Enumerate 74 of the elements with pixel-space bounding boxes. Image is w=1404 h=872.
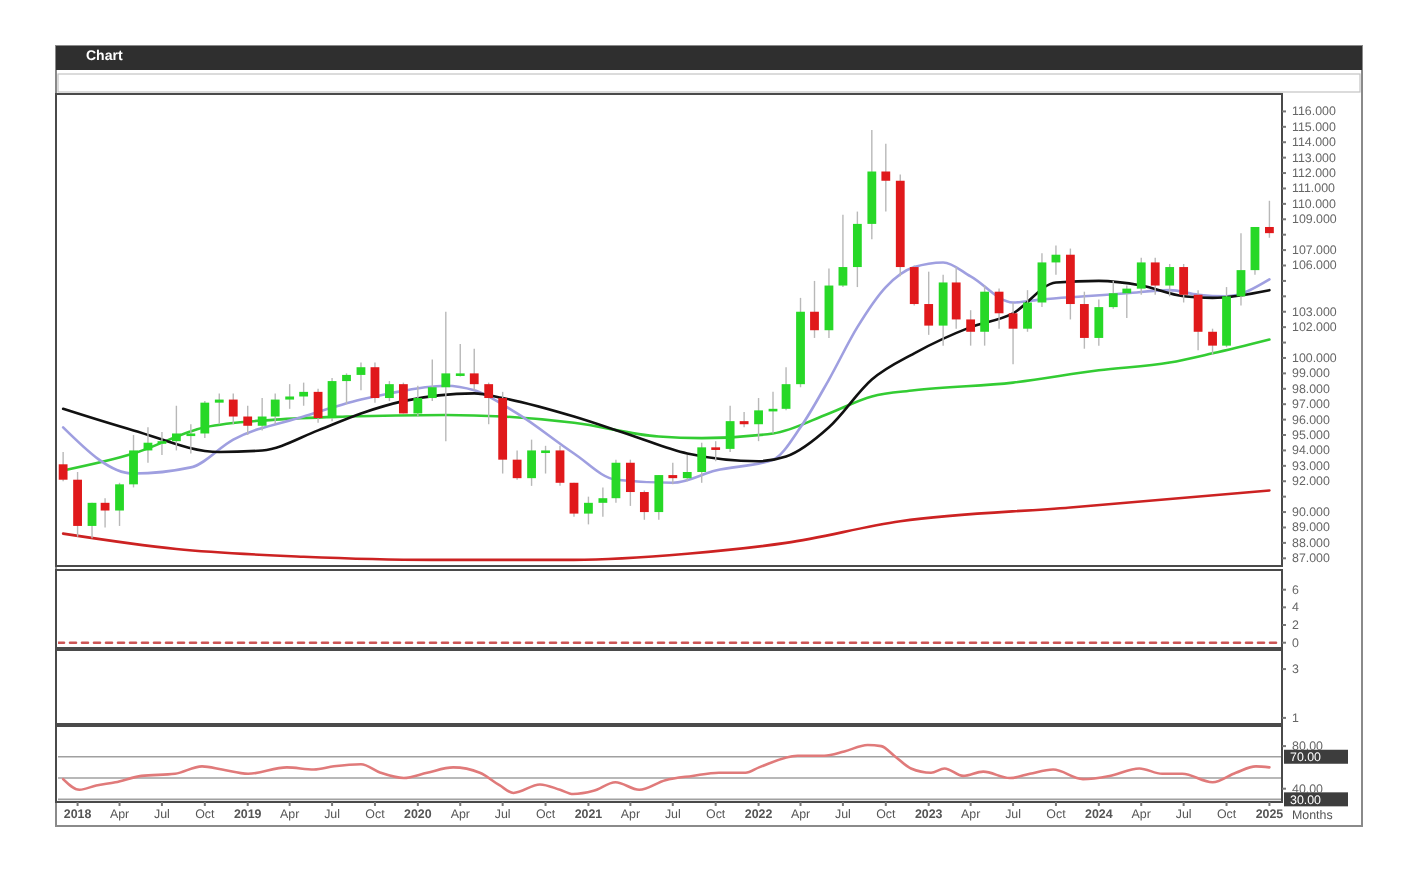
candlestick [327, 377, 337, 422]
candlestick [852, 210, 862, 288]
candlestick [413, 385, 423, 418]
candlestick [598, 486, 608, 518]
candlestick [1079, 291, 1089, 350]
candlestick [1165, 263, 1175, 298]
candlestick [1108, 280, 1118, 310]
candlestick [951, 266, 961, 330]
candlestick [100, 497, 110, 529]
line-series [61, 743, 1271, 796]
candlestick [285, 383, 295, 410]
candlestick [541, 445, 550, 475]
candlestick [73, 471, 82, 538]
candlestick [270, 392, 280, 425]
candlestick [527, 438, 536, 487]
candlestick [1150, 257, 1160, 296]
candlestick [313, 388, 323, 424]
candlestick [398, 381, 408, 415]
candlestick [711, 440, 721, 462]
candlestick [186, 423, 196, 455]
candlestick [1023, 289, 1032, 333]
candlestick [1179, 263, 1189, 304]
candlestick [668, 462, 678, 486]
candlestick [966, 309, 976, 347]
candlestick [824, 267, 834, 339]
candlestick [754, 397, 763, 442]
candlestick [200, 400, 210, 439]
candlestick [1236, 232, 1246, 307]
candlestick [157, 431, 167, 456]
line-series [61, 489, 1271, 562]
candlestick [980, 284, 990, 347]
candlestick [214, 392, 224, 425]
candlestick [1094, 298, 1104, 347]
candlestick [654, 474, 664, 521]
candlestick [512, 449, 522, 481]
candlestick [810, 280, 819, 339]
candlestick [171, 405, 181, 452]
candlestick [625, 458, 635, 507]
candlestick [484, 381, 494, 425]
candlestick [781, 366, 791, 412]
candlestick [58, 451, 68, 482]
candlestick [697, 442, 707, 484]
candlestick [1265, 200, 1274, 239]
candlestick [555, 445, 565, 487]
candlestick [639, 489, 649, 521]
candlestick [1193, 289, 1203, 351]
candlestick [584, 495, 593, 526]
candlestick [243, 405, 253, 436]
candlestick [881, 143, 891, 213]
candlestick [938, 274, 948, 347]
candlestick [455, 343, 465, 378]
candlestick [838, 213, 848, 288]
candlestick [356, 361, 366, 392]
candlestick [924, 270, 934, 336]
candlestick [427, 358, 437, 402]
candlestick [1008, 301, 1018, 365]
candlestick [1136, 257, 1146, 296]
candlestick [115, 482, 124, 527]
candlestick [87, 502, 97, 539]
candlestick [611, 458, 621, 504]
candlestick [909, 264, 919, 307]
candlestick [725, 405, 735, 453]
candlestick [569, 482, 579, 518]
candlestick [228, 392, 238, 425]
candlestick [385, 380, 394, 402]
candlestick [1208, 327, 1217, 356]
candlestick [257, 397, 267, 432]
candlestick [1037, 252, 1047, 308]
candlestick [1250, 226, 1260, 276]
candlestick [739, 411, 749, 429]
candlestick [342, 372, 351, 405]
candlestick [469, 348, 479, 392]
candlestick [682, 454, 692, 482]
candlestick [370, 361, 380, 404]
